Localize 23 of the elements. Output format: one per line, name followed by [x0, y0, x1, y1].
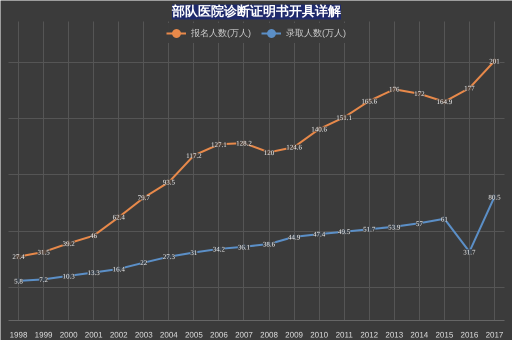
x-tick-label: 2011: [336, 330, 354, 340]
x-tick-label: 2005: [184, 330, 204, 340]
x-tick-label: 2009: [285, 330, 304, 340]
x-tick-label: 2006: [210, 330, 228, 340]
x-tick-label: 2000: [60, 330, 78, 340]
x-tick-label: 2017: [486, 330, 504, 340]
x-tick-label: 2002: [110, 330, 128, 340]
x-tick-label: 2016: [460, 330, 479, 340]
x-tick-label: 2013: [385, 330, 404, 340]
x-tick-label: 2015: [435, 330, 454, 340]
x-tick-label: 1999: [34, 330, 54, 340]
x-tick-label: 2004: [160, 330, 178, 340]
x-tick-label: 2007: [235, 330, 254, 340]
x-tick-label: 2001: [84, 330, 104, 340]
x-tick-label: 1998: [10, 330, 28, 340]
x-tick-label: 2012: [360, 330, 379, 340]
x-tick-label: 2014: [410, 330, 429, 340]
x-tick-label: 2008: [260, 330, 278, 340]
legend-label: 报名人数(万人): [191, 26, 251, 40]
x-tick-label: 2003: [134, 330, 154, 340]
chart-title: 部队医院诊断证明书开具详解: [171, 4, 341, 20]
x-tick-label: 2010: [310, 330, 329, 340]
legend-label: 录取人数(万人): [286, 26, 346, 40]
